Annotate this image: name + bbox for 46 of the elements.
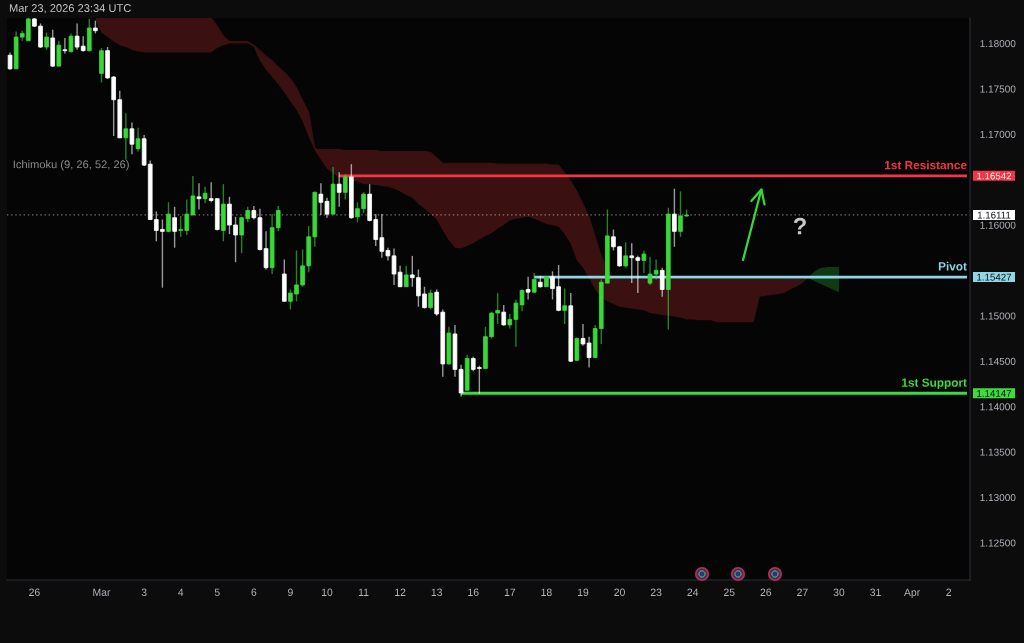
x-tick-label: 3 bbox=[141, 588, 147, 596]
x-tick-label: 25 bbox=[723, 588, 735, 596]
x-tick-label: 27 bbox=[797, 588, 808, 596]
data-label: 1.14147 bbox=[977, 390, 1012, 397]
x-tick-label: 12 bbox=[395, 588, 406, 596]
x-tick-label: 18 bbox=[541, 588, 552, 596]
data-label: 1.16542 bbox=[977, 172, 1012, 180]
x-tick-label: 6 bbox=[251, 588, 257, 596]
data-label: 1.15427 bbox=[977, 273, 1012, 281]
y-tick-label: 1.14500 bbox=[980, 357, 1016, 365]
x-tick-label: 19 bbox=[577, 588, 589, 596]
x-tick-label: 4 bbox=[178, 588, 184, 596]
y-tick-label: 1.16000 bbox=[980, 221, 1016, 229]
x-tick-label: 2 bbox=[946, 588, 952, 596]
candlestick bbox=[62, 37, 68, 55]
series-label: Pivot bbox=[938, 261, 967, 271]
y-tick-label: 1.12500 bbox=[980, 539, 1016, 547]
y-tick-label: 1.15000 bbox=[980, 312, 1016, 320]
x-tick-label: Apr bbox=[904, 588, 921, 599]
x-tick-label: 24 bbox=[687, 588, 699, 596]
y-tick-label: 1.18000 bbox=[980, 40, 1016, 48]
ref-line-label: 1.16111 bbox=[977, 211, 1011, 219]
x-tick-label: 31 bbox=[870, 588, 881, 596]
text: Mar 23, 2026 23:34 UTC bbox=[9, 4, 131, 14]
x-tick-label: 9 bbox=[288, 588, 293, 596]
y-tick-label: 1.17500 bbox=[980, 85, 1016, 93]
x-tick-label: 23 bbox=[650, 588, 662, 596]
x-tick-label: 26 bbox=[760, 588, 772, 596]
x-tick-label: 10 bbox=[321, 588, 333, 596]
y-tick-label: 1.17000 bbox=[980, 130, 1016, 138]
y-tick-label: 1.13000 bbox=[980, 494, 1016, 502]
x-tick-label: 20 bbox=[614, 588, 625, 596]
annotation: ? bbox=[793, 217, 806, 235]
annotation: Ichimoku (9, 26, 52, 26) bbox=[13, 160, 129, 171]
y-tick-label: 1.13500 bbox=[980, 448, 1016, 456]
x-tick-label: 5 bbox=[214, 588, 220, 596]
series-label: 1st Support bbox=[902, 378, 967, 390]
x-tick-label: 30 bbox=[833, 588, 845, 596]
x-tick-label: 13 bbox=[431, 588, 443, 596]
x-tick-label: 26 bbox=[29, 588, 40, 596]
x-tick-label: 16 bbox=[468, 588, 479, 596]
x-tick-label: 17 bbox=[504, 588, 516, 596]
x-tick-label: 11 bbox=[358, 588, 369, 596]
y-tick-label: 1.14000 bbox=[980, 403, 1016, 411]
x-tick-label: Mar bbox=[93, 588, 111, 596]
series-label: 1st Resistance bbox=[885, 160, 967, 170]
